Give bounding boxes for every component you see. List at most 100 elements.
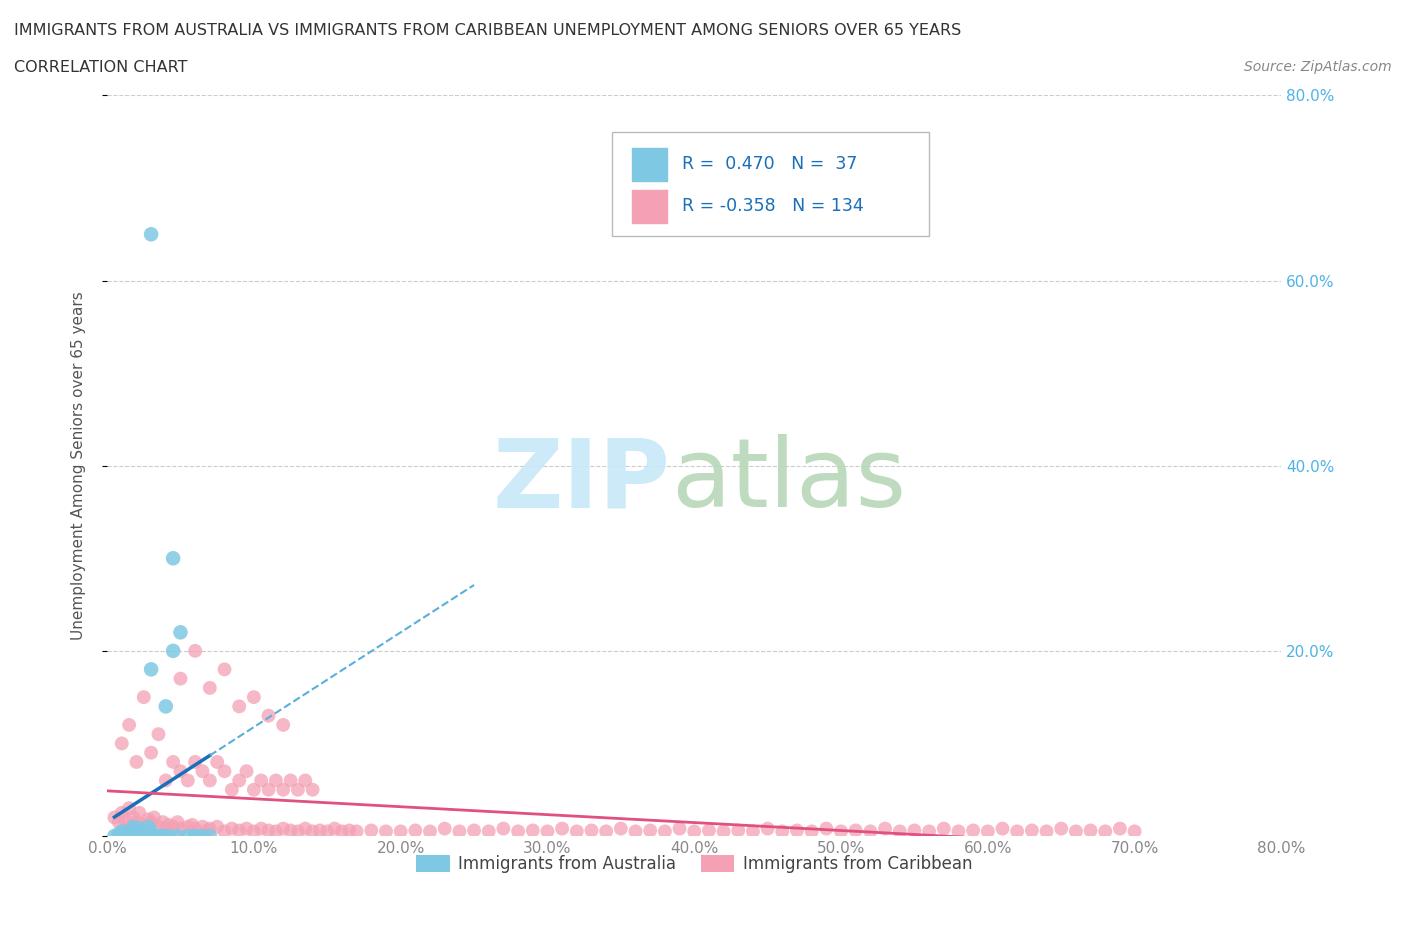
Point: [1094, 824, 1116, 839]
Point: [522, 823, 544, 838]
Point: [228, 823, 250, 838]
Point: [108, 827, 131, 842]
Point: [143, 829, 166, 844]
Point: [316, 824, 339, 839]
Text: IMMIGRANTS FROM AUSTRALIA VS IMMIGRANTS FROM CARIBBEAN UNEMPLOYMENT AMONG SENIOR: IMMIGRANTS FROM AUSTRALIA VS IMMIGRANTS …: [14, 23, 962, 38]
Point: [132, 829, 155, 844]
Point: [449, 824, 471, 839]
Point: [214, 824, 236, 839]
Point: [404, 823, 426, 838]
Point: [962, 823, 984, 838]
Point: [257, 709, 280, 724]
Point: [337, 823, 360, 838]
Point: [889, 824, 911, 839]
Point: [132, 817, 155, 832]
Point: [155, 773, 177, 788]
Point: [155, 821, 177, 836]
Point: [624, 824, 647, 839]
Legend: Immigrants from Australia, Immigrants from Caribbean: Immigrants from Australia, Immigrants fr…: [409, 848, 979, 880]
Point: [918, 824, 941, 839]
Point: [243, 690, 266, 705]
Point: [118, 717, 141, 732]
Point: [139, 824, 162, 839]
Point: [191, 764, 214, 778]
Point: [506, 824, 529, 839]
Point: [903, 823, 925, 838]
Point: [271, 717, 294, 732]
Point: [309, 823, 332, 838]
Point: [205, 754, 228, 769]
Point: [128, 829, 150, 844]
Point: [118, 801, 141, 816]
Point: [991, 821, 1014, 836]
Point: [360, 823, 382, 838]
Point: [139, 227, 162, 242]
Point: [139, 745, 162, 760]
Point: [152, 829, 174, 844]
Point: [257, 823, 280, 838]
Point: [169, 764, 191, 778]
Point: [132, 824, 155, 839]
Point: [177, 819, 200, 834]
Point: [111, 736, 134, 751]
Point: [166, 815, 188, 830]
Point: [433, 821, 456, 836]
Text: ZIP: ZIP: [494, 434, 671, 527]
Point: [243, 782, 266, 797]
Point: [184, 829, 207, 844]
Point: [294, 773, 316, 788]
Point: [800, 824, 823, 839]
Point: [280, 823, 302, 838]
Point: [301, 824, 323, 839]
Point: [166, 829, 188, 844]
Point: [551, 821, 574, 836]
Point: [184, 754, 207, 769]
Point: [815, 821, 838, 836]
Point: [114, 812, 136, 827]
Text: R = -0.358   N = 134: R = -0.358 N = 134: [682, 197, 865, 216]
Point: [214, 764, 236, 778]
Point: [756, 821, 779, 836]
Point: [143, 810, 166, 825]
Point: [271, 821, 294, 836]
Point: [162, 644, 184, 658]
Point: [770, 824, 793, 839]
Bar: [631, 190, 668, 223]
Point: [198, 821, 221, 836]
Point: [654, 824, 676, 839]
Point: [264, 773, 287, 788]
Point: [162, 754, 184, 769]
Point: [1080, 823, 1102, 838]
Point: [638, 823, 661, 838]
Point: [264, 824, 287, 839]
Point: [301, 782, 323, 797]
Point: [595, 824, 617, 839]
Point: [148, 726, 170, 741]
Point: [932, 821, 955, 836]
Point: [463, 823, 485, 838]
Point: [683, 824, 706, 839]
Point: [118, 824, 141, 839]
Text: CORRELATION CHART: CORRELATION CHART: [14, 60, 187, 75]
Point: [169, 625, 191, 640]
Point: [668, 821, 690, 836]
Point: [177, 829, 200, 844]
Point: [148, 819, 170, 834]
Point: [122, 810, 145, 825]
Point: [1021, 823, 1043, 838]
Point: [122, 819, 145, 834]
Point: [118, 829, 141, 844]
Point: [198, 681, 221, 696]
Point: [198, 829, 221, 844]
Point: [1035, 824, 1057, 839]
Point: [136, 812, 159, 827]
Point: [375, 824, 398, 839]
Point: [125, 824, 148, 839]
Point: [221, 821, 243, 836]
Point: [830, 824, 852, 839]
Point: [1005, 824, 1028, 839]
Point: [228, 699, 250, 714]
Point: [125, 754, 148, 769]
Point: [169, 671, 191, 686]
Point: [111, 805, 134, 820]
